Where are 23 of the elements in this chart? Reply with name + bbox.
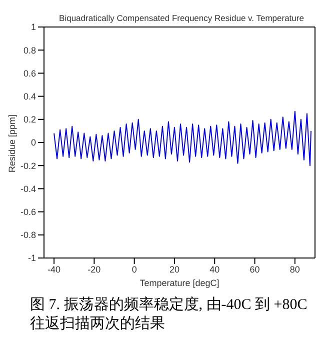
y-tick-label: -1 [28, 253, 36, 264]
y-tick-label: 1 [30, 22, 36, 32]
chart-title: Biquadratically Compensated Frequency Residue v. Temperature [58, 13, 305, 23]
y-axis-title: Residue [ppm] [7, 114, 18, 172]
y-tick-label: -0.4 [20, 184, 36, 194]
x-axis-title: Temperature [degC] [140, 278, 220, 288]
x-tick-label: 0 [132, 264, 137, 274]
caption: 图 7. 振荡器的频率稳定度, 由-40C 到 +80C 往返扫描两次的结果 [29, 296, 308, 334]
x-tick-label: 60 [250, 264, 260, 274]
y-tick-label: -0.6 [20, 206, 36, 217]
x-tick-label: -20 [88, 264, 101, 274]
y-tick-label: 0.4 [23, 91, 36, 102]
y-tick-label: -0.8 [20, 230, 36, 240]
y-tick-label: 0.6 [23, 68, 36, 78]
x-tick-label: 20 [169, 264, 180, 274]
y-tick-label: -0.2 [20, 160, 36, 171]
x-tick-label: 80 [290, 264, 300, 274]
y-tick-label: 0.8 [23, 45, 36, 56]
x-tick-label: -40 [48, 264, 61, 274]
y-tick-label: 0 [30, 138, 36, 148]
x-tick-label: 40 [210, 264, 220, 274]
y-tick-label: 0.2 [23, 114, 36, 125]
line-series [54, 110, 312, 166]
